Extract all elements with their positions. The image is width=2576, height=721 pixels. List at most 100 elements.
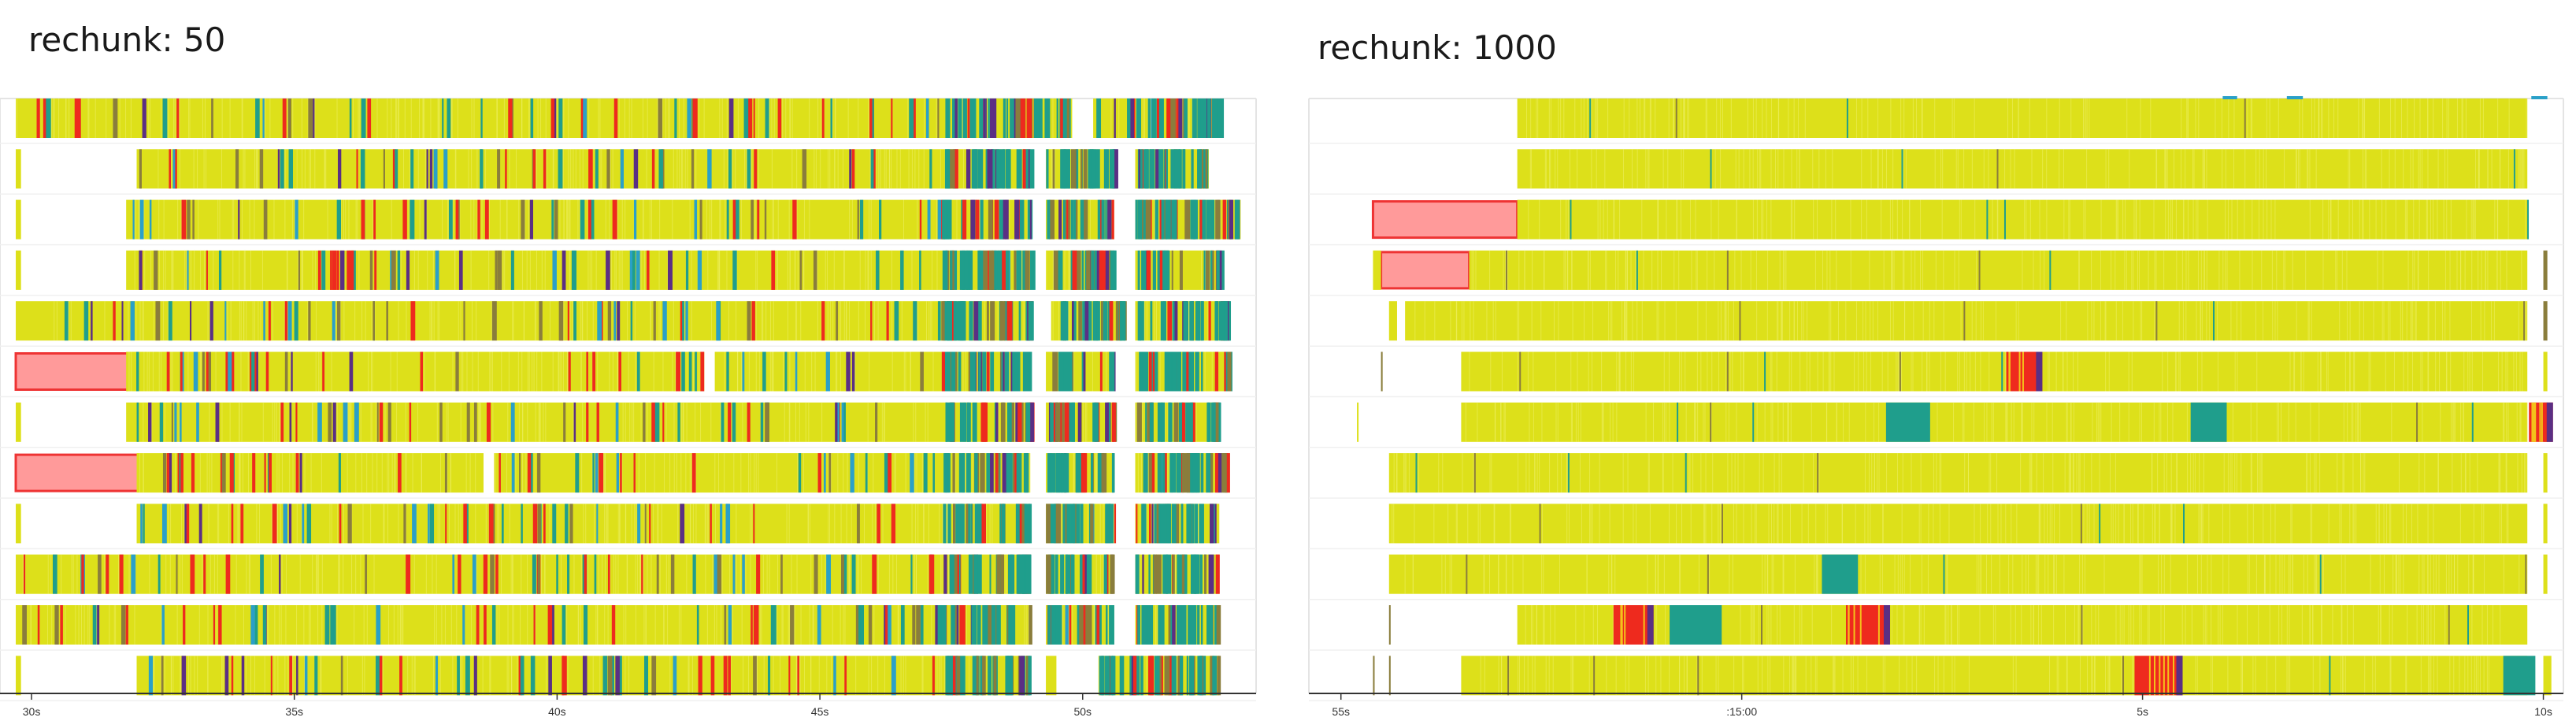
task-texture xyxy=(261,250,263,290)
task-texture xyxy=(458,301,459,341)
task-texture xyxy=(2187,199,2189,240)
task-texture xyxy=(810,656,812,696)
task-mark xyxy=(521,504,523,544)
task-mark xyxy=(399,656,402,696)
task-texture xyxy=(347,656,348,696)
task-texture xyxy=(2209,301,2211,341)
task-mark xyxy=(336,250,339,290)
task-mark xyxy=(1685,453,1687,493)
task-mark xyxy=(872,98,874,138)
task-mark xyxy=(1099,656,1103,696)
task-mark xyxy=(1096,250,1102,290)
task-texture xyxy=(339,554,340,594)
task-texture xyxy=(791,149,793,189)
task-texture xyxy=(923,98,925,138)
task-mark xyxy=(1066,351,1069,392)
task-texture xyxy=(1959,351,1960,392)
task-mark xyxy=(856,504,860,544)
task-texture xyxy=(721,554,723,594)
task-texture xyxy=(1533,402,1534,442)
task-mark xyxy=(1055,402,1061,442)
task-texture xyxy=(788,199,790,240)
task-texture xyxy=(859,250,861,290)
task-mark xyxy=(1165,199,1169,240)
task-texture xyxy=(2302,98,2304,138)
task-mark xyxy=(563,402,566,442)
task-mark xyxy=(1172,301,1175,341)
task-texture xyxy=(2078,250,2080,290)
task-texture xyxy=(2043,453,2044,493)
task-texture xyxy=(2526,301,2527,341)
task-mark xyxy=(973,605,977,645)
task-mark xyxy=(1060,98,1063,138)
task-texture xyxy=(2507,351,2508,392)
task-mark xyxy=(698,656,702,696)
task-mark xyxy=(732,250,737,290)
task-texture xyxy=(526,250,528,290)
task-texture xyxy=(588,98,590,138)
task-mark xyxy=(76,98,81,138)
task-texture xyxy=(681,402,683,442)
task-texture xyxy=(1963,149,1965,189)
task-texture xyxy=(1727,301,1729,341)
task-texture xyxy=(291,199,293,240)
task-mark xyxy=(1071,402,1075,442)
task-mark xyxy=(1019,199,1025,240)
task-texture xyxy=(202,98,203,138)
task-texture xyxy=(517,351,519,392)
task-mark xyxy=(988,605,991,645)
task-texture xyxy=(1662,149,1664,189)
task-texture xyxy=(2449,301,2451,341)
task-texture xyxy=(677,504,679,544)
task-texture xyxy=(2344,351,2346,392)
task-mark xyxy=(868,605,873,645)
task-texture xyxy=(710,402,712,442)
task-mark xyxy=(1177,351,1181,392)
task-texture xyxy=(1503,402,1505,442)
task-texture xyxy=(171,250,172,290)
task-mark xyxy=(1111,453,1114,493)
task-mark xyxy=(764,199,767,240)
task-mark xyxy=(1057,605,1062,645)
task-mark xyxy=(1185,402,1192,442)
task-texture xyxy=(921,656,923,696)
task-mark xyxy=(949,554,954,594)
task-mark xyxy=(241,656,245,696)
task-mark xyxy=(1183,301,1188,341)
task-texture xyxy=(128,351,130,392)
task-mark xyxy=(1084,301,1089,341)
task-texture xyxy=(1793,301,1795,341)
task-texture xyxy=(2386,504,2388,544)
task-mark xyxy=(322,351,325,392)
task-texture xyxy=(2330,199,2331,240)
task-texture xyxy=(1477,504,1479,544)
task-texture xyxy=(762,554,764,594)
task-texture xyxy=(287,98,288,138)
task-mark xyxy=(1086,250,1091,290)
task-texture xyxy=(521,98,523,138)
task-mark xyxy=(186,504,190,544)
task-texture xyxy=(143,453,144,493)
task-texture xyxy=(1725,402,1727,442)
task-texture xyxy=(2165,199,2166,240)
task-texture xyxy=(478,402,480,442)
task-texture xyxy=(2276,250,2278,290)
task-texture xyxy=(2407,250,2409,290)
task-texture xyxy=(396,402,398,442)
task-texture xyxy=(758,98,760,138)
task-mark xyxy=(308,98,313,138)
task-texture xyxy=(2140,98,2141,138)
task-texture xyxy=(979,199,980,240)
task-texture xyxy=(812,605,814,645)
task-texture xyxy=(639,554,641,594)
task-texture xyxy=(2174,351,2176,392)
task-texture xyxy=(520,605,521,645)
task-texture xyxy=(1603,199,1604,240)
task-texture xyxy=(597,605,599,645)
task-mark xyxy=(966,402,969,442)
task-texture xyxy=(2183,199,2185,240)
task-texture xyxy=(2099,402,2100,442)
task-mark xyxy=(945,402,951,442)
task-texture xyxy=(2126,250,2127,290)
task-texture xyxy=(2116,199,2118,240)
